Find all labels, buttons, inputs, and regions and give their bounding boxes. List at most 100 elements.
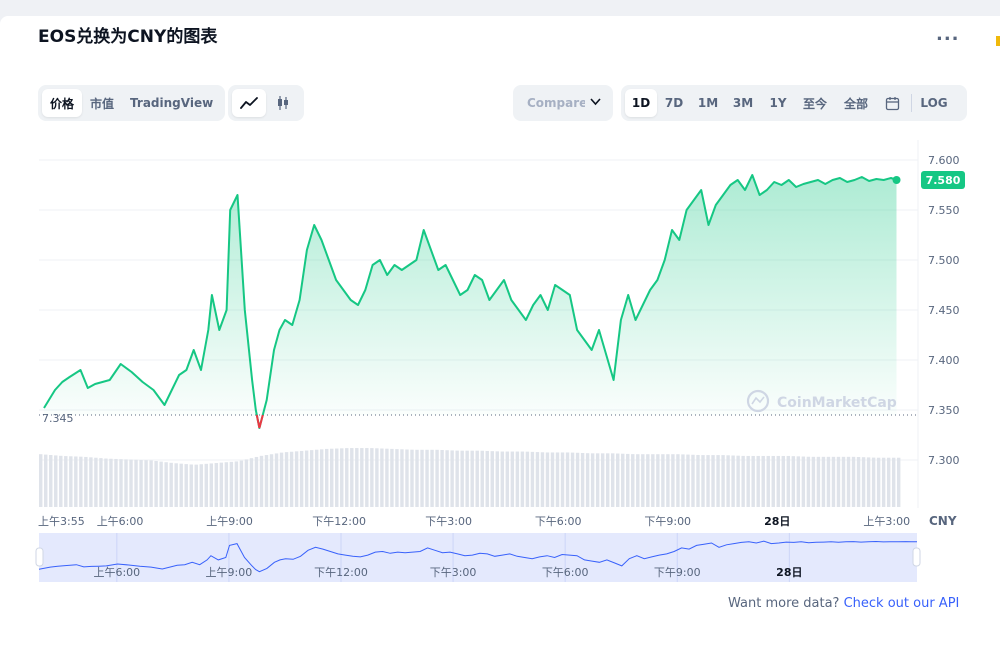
volume-bar <box>450 450 454 507</box>
volume-bar <box>440 450 444 507</box>
volume-bar <box>264 455 269 507</box>
volume-bar <box>124 459 128 507</box>
volume-bar <box>540 452 545 507</box>
volume-bar <box>74 456 78 507</box>
volume-bar <box>284 452 289 507</box>
volume-bar <box>365 448 369 507</box>
tab-tradingview[interactable]: TradingView <box>130 96 214 110</box>
volume-bar <box>560 452 565 507</box>
x-tick-label: 上午6:00 <box>97 515 144 528</box>
volume-bar <box>510 451 515 507</box>
volume-bar <box>896 457 901 507</box>
range-all[interactable]: 全部 <box>843 96 868 111</box>
calendar-icon[interactable] <box>877 89 907 117</box>
volume-bar <box>214 463 219 507</box>
watermark: CoinMarketCap <box>746 389 897 413</box>
volume-bar <box>696 454 700 507</box>
volume-bar <box>781 455 785 507</box>
volume-bar <box>465 450 469 507</box>
volume-bar <box>716 455 720 507</box>
volume-bar <box>219 462 224 507</box>
volume-bar <box>741 455 745 507</box>
volume-bar <box>380 448 384 507</box>
chart-style-toggle <box>228 85 304 121</box>
volume-bar <box>64 456 68 507</box>
volume-bar <box>319 449 324 507</box>
page-title: EOS兑换为CNY的图表 <box>38 27 218 47</box>
volume-bar <box>605 453 610 507</box>
volume-bar <box>119 459 123 507</box>
volume-bar <box>400 449 404 507</box>
navigator-tick-label: 28日 <box>776 566 802 579</box>
volume-bar <box>776 455 780 507</box>
navigator-line <box>38 540 917 573</box>
volume-bar <box>505 451 510 507</box>
y-tick-label: 7.400 <box>928 354 960 367</box>
volume-bar <box>701 455 705 507</box>
volume-bar <box>149 460 153 507</box>
volume-bar <box>244 459 249 507</box>
volume-bar <box>746 455 750 507</box>
range-ytd[interactable]: 至今 <box>802 96 827 111</box>
volume-bar <box>590 453 595 507</box>
range-divider <box>911 94 912 112</box>
volume-bar <box>786 455 791 507</box>
compare-dropdown[interactable]: Compare with <box>513 85 613 121</box>
range-1d[interactable]: 1D <box>625 89 657 117</box>
footer-note: Want more data? Check out our API <box>728 596 959 611</box>
volume-bar <box>545 452 550 507</box>
open-price-label: 7.345 <box>42 412 74 425</box>
volume-bar <box>641 454 645 507</box>
volume-bar <box>535 452 540 507</box>
range-7d[interactable]: 7D <box>664 96 684 110</box>
y-tick-label: 7.500 <box>928 254 960 267</box>
volume-bar <box>340 448 344 507</box>
volume-bar <box>530 451 535 507</box>
line-chart-icon[interactable] <box>232 89 266 117</box>
last-price-dot <box>892 176 901 184</box>
more-options-button[interactable]: ... <box>936 24 960 45</box>
volume-bar <box>871 457 876 507</box>
x-tick-label: 上午3:00 <box>863 515 910 528</box>
volume-bar <box>335 448 339 507</box>
volume-bar <box>69 456 73 507</box>
navigator-tick-label: 下午6:00 <box>542 566 589 579</box>
x-tick-label: 上午3:55 <box>38 515 85 528</box>
volume-bar <box>84 456 88 507</box>
volume-bar <box>826 456 831 507</box>
tab-price[interactable]: 价格 <box>42 89 83 117</box>
volume-bar <box>811 456 816 507</box>
volume-bar <box>801 456 806 507</box>
range-navigator[interactable]: 上午6:00 上午9:00 下午12:00 下午3:00 下午6:00 下午9:00 28日 <box>35 533 921 582</box>
volume-bar <box>791 456 796 507</box>
volume-bar <box>475 450 479 507</box>
volume-bar <box>876 457 881 507</box>
y-tick-label: 7.450 <box>928 304 960 317</box>
range-1m[interactable]: 1M <box>697 96 719 110</box>
volume-bar <box>636 454 640 507</box>
volume-bar <box>666 454 670 507</box>
tab-market-cap[interactable]: 市值 <box>90 96 115 111</box>
volume-bar <box>500 451 505 507</box>
y-tick-label: 7.600 <box>928 154 960 167</box>
log-scale-toggle[interactable]: LOG <box>920 96 948 110</box>
volume-bar <box>164 462 168 507</box>
currency-label: CNY <box>929 514 957 528</box>
range-3m[interactable]: 3M <box>732 96 754 110</box>
volume-bar <box>646 454 650 507</box>
volume-bar <box>455 450 459 507</box>
price-line <box>43 174 897 429</box>
navigator-left-handle[interactable] <box>35 547 44 567</box>
navigator-right-handle[interactable] <box>912 547 921 567</box>
volume-bar <box>575 452 580 507</box>
volume-bar <box>515 451 520 507</box>
volume-bar <box>94 457 98 507</box>
candlestick-icon[interactable] <box>266 89 300 117</box>
api-link[interactable]: Check out our API <box>843 596 960 611</box>
y-tick-label: 7.350 <box>928 404 960 417</box>
price-area <box>44 175 897 415</box>
volume-bar <box>726 455 730 507</box>
x-tick-label: 下午6:00 <box>535 515 582 528</box>
range-1y[interactable]: 1Y <box>769 96 787 110</box>
navigator-tick-label: 下午3:00 <box>430 566 477 579</box>
